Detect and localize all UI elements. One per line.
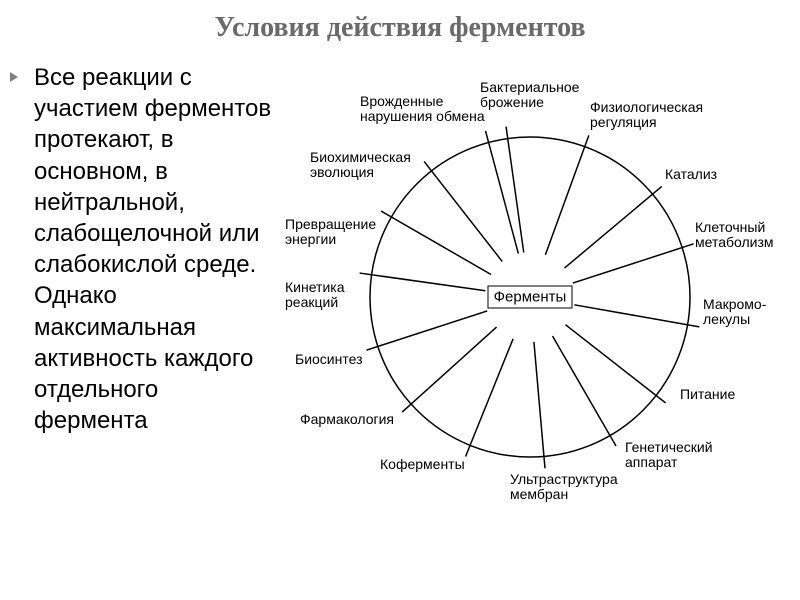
body-text: Все реакции с участием ферментов протека… <box>34 62 277 436</box>
spoke-label: Генетический аппарат <box>625 440 713 469</box>
spoke-label: Превращение энергии <box>285 217 376 246</box>
spoke-label: Бактериальное брожение <box>480 80 579 109</box>
center-label: Ферменты <box>494 289 567 306</box>
spoke-label: Фармакология <box>300 412 394 427</box>
content-row: Все реакции с участием ферментов протека… <box>0 52 800 582</box>
spoke-label: Макромо- лекулы <box>703 297 766 326</box>
spoke-label: Врожденные нарушения обмена <box>360 94 485 123</box>
spoke-label: Питание <box>680 387 735 402</box>
spoke-label: Ультраструктура мембран <box>510 472 618 501</box>
bullet-icon <box>10 72 18 82</box>
spoke-label: Коферменты <box>380 457 465 472</box>
spoke-label: Кинетика реакций <box>285 280 344 309</box>
text-column: Все реакции с участием ферментов протека… <box>0 52 285 582</box>
spoke-label: Клеточный метаболизм <box>695 220 774 249</box>
spoke-label: Катализ <box>665 167 717 182</box>
spoke-label: Физиологическая регуляция <box>590 100 703 129</box>
spoke-label: Биосинтез <box>295 352 363 367</box>
spoke-label: Биохимическая эволюция <box>310 150 411 179</box>
page-title: Условия действия ферментов <box>0 0 800 44</box>
radial-diagram: Ферменты Бактериальное брожение Физиологи… <box>285 52 800 582</box>
